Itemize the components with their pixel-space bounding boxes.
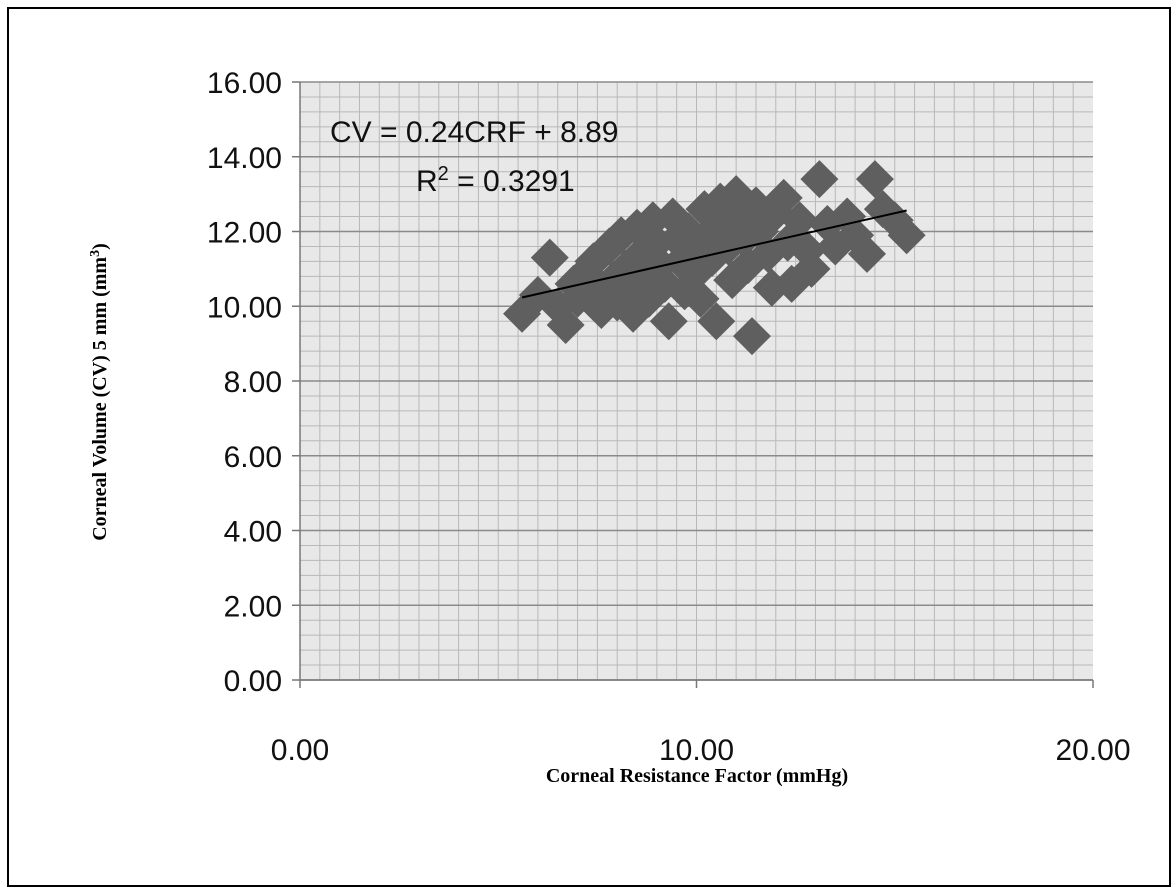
data-point (546, 305, 585, 344)
data-point (733, 317, 772, 356)
data-points (503, 160, 926, 356)
x-tick-label: 0.00 (271, 734, 329, 767)
x-tick-label: 10.00 (659, 734, 734, 767)
y-tick-label: 8.00 (224, 366, 282, 399)
y-tick-label: 16.00 (207, 67, 282, 100)
x-tick-labels: 0.00 10.00 20.00 (271, 734, 1131, 767)
trendline-equation: CV = 0.24CRF + 8.89 (330, 116, 619, 149)
r-squared-label: R2 = 0.3291 (416, 163, 575, 198)
data-point (681, 279, 720, 318)
y-tick-label: 12.00 (207, 217, 282, 250)
data-point (530, 238, 569, 277)
trendline (521, 209, 907, 299)
data-point (800, 160, 839, 199)
x-tick-label: 20.00 (1055, 734, 1130, 767)
data-point (847, 234, 886, 273)
y-axis-title: Corneal Volume (CV) 5 mm (mm3) (88, 243, 112, 541)
y-tick-label: 4.00 (224, 516, 282, 549)
data-point (764, 178, 803, 217)
y-tick-labels: 0.00 2.00 4.00 6.00 8.00 10.00 12.00 14.00 16.00 (207, 67, 282, 698)
data-point (677, 253, 716, 292)
data-point (792, 249, 831, 288)
data-point (887, 216, 926, 255)
y-tick-label: 10.00 (207, 291, 282, 324)
data-point (649, 302, 688, 341)
data-point (729, 246, 768, 285)
y-tick-label: 6.00 (224, 441, 282, 474)
data-point (697, 302, 736, 341)
grid (300, 81, 1093, 681)
data-point (780, 201, 819, 240)
y-tick-label: 14.00 (207, 142, 282, 175)
data-point (855, 160, 894, 199)
axes (292, 81, 1094, 688)
x-axis-title: Corneal Resistance Factor (mmHg) (546, 765, 848, 787)
y-tick-label: 0.00 (224, 665, 282, 698)
y-tick-label: 2.00 (224, 590, 282, 623)
